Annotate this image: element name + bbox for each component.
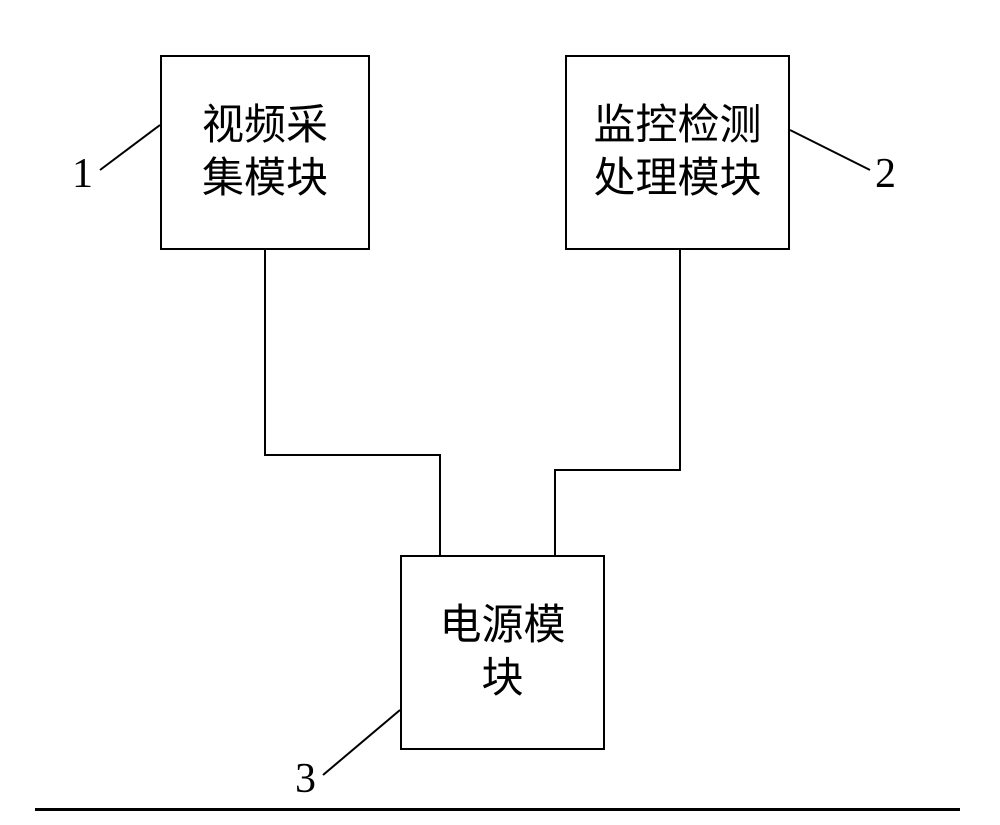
annotation-leader-a3: [323, 710, 400, 775]
node-power-module-line1: 电源模: [439, 603, 565, 649]
annotation-label-2: 2: [875, 150, 896, 198]
node-monitor-process: 监控检测 处理模块: [565, 55, 790, 250]
annotation-label-3: 3: [295, 755, 316, 803]
node-monitor-process-line1: 监控检测: [593, 103, 761, 149]
node-video-capture-line1: 视频采: [202, 103, 328, 149]
annotation-label-1: 1: [72, 150, 93, 198]
node-monitor-process-text: 监控检测 处理模块: [585, 92, 769, 213]
annotation-leader-a1: [100, 125, 160, 170]
node-power-module-text: 电源模 块: [431, 592, 573, 713]
node-video-capture-line2: 集模块: [202, 156, 328, 202]
baseline-rule: [35, 808, 960, 811]
diagram-canvas: 视频采 集模块 监控检测 处理模块 电源模 块 1 2 3: [0, 0, 1000, 825]
node-monitor-process-line2: 处理模块: [593, 156, 761, 202]
edge-n1-n3: [265, 250, 440, 555]
node-video-capture-text: 视频采 集模块: [194, 92, 336, 213]
node-power-module: 电源模 块: [400, 555, 605, 750]
annotation-leader-a2: [790, 130, 870, 170]
node-power-module-line2: 块: [481, 656, 523, 702]
node-video-capture: 视频采 集模块: [160, 55, 370, 250]
edge-n2-n3: [555, 250, 680, 555]
